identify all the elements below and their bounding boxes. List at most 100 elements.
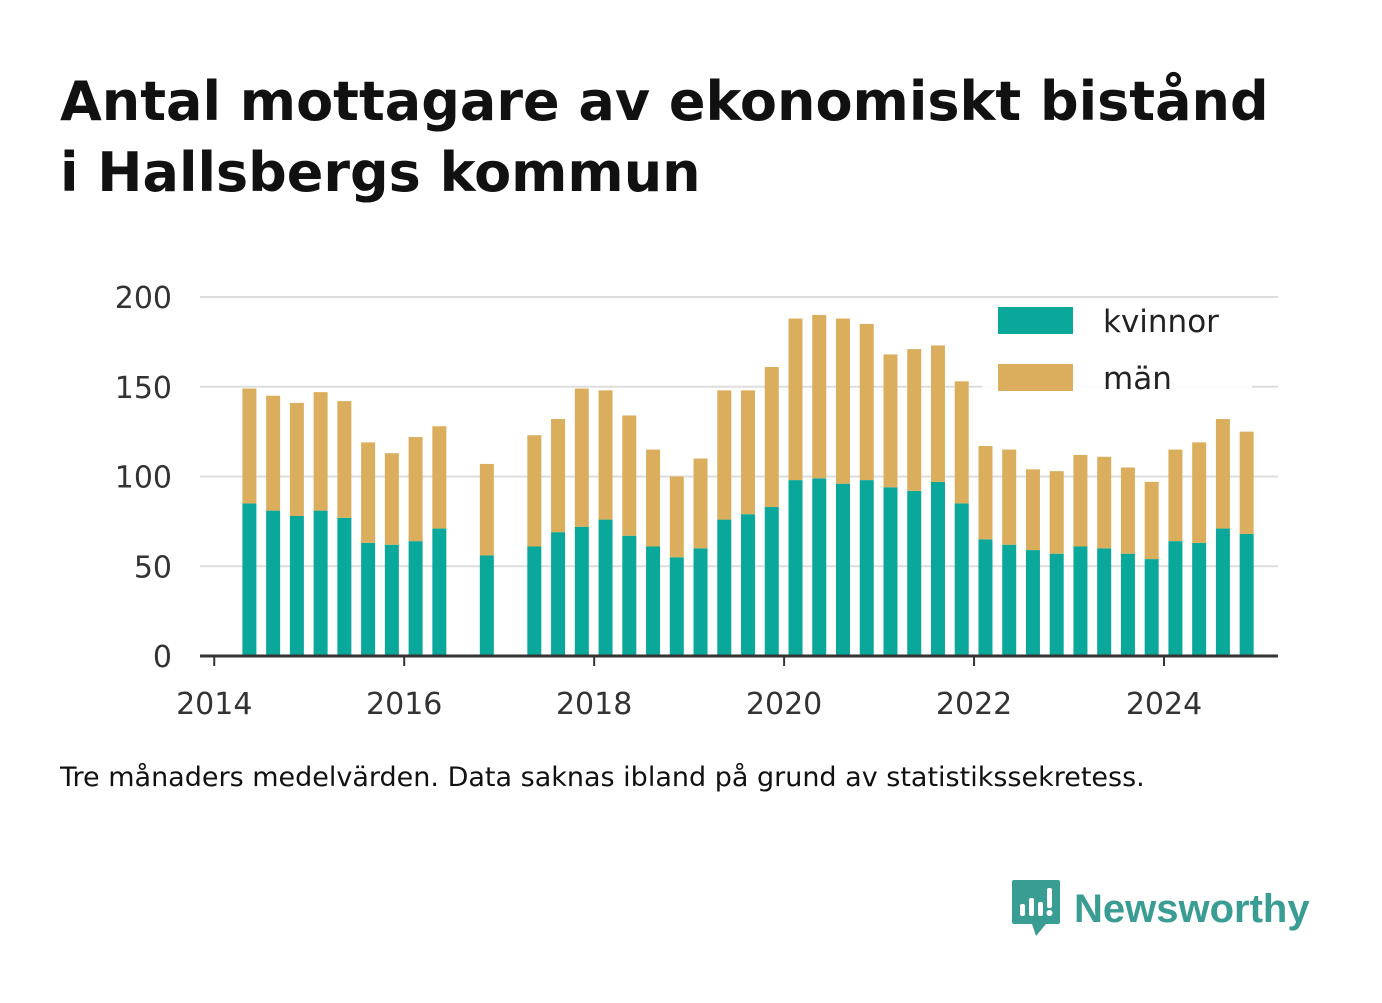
bar-man: [788, 318, 803, 481]
x-tick-label: 2014: [176, 687, 252, 722]
bar-man: [408, 437, 423, 542]
bar-man: [598, 390, 613, 520]
x-tick-label: 2024: [1126, 687, 1202, 722]
bar-kvinnor: [1097, 548, 1112, 656]
bar-kvinnor: [527, 546, 542, 656]
bar-man: [717, 390, 732, 520]
chart-note: Tre månaders medelvärden. Data saknas ib…: [60, 762, 1145, 793]
bar-man: [479, 463, 494, 556]
y-tick-label: 0: [153, 640, 172, 675]
bar-man: [1215, 419, 1230, 529]
bar-kvinnor: [242, 503, 257, 656]
bar-man: [289, 402, 304, 516]
bars: [242, 314, 1254, 656]
bar-kvinnor: [361, 542, 376, 656]
bar-man: [1120, 467, 1135, 554]
bar-man: [361, 442, 376, 543]
bar-kvinnor: [693, 548, 708, 656]
bar-kvinnor: [930, 481, 945, 656]
bar-man: [646, 449, 661, 547]
bar-kvinnor: [313, 510, 328, 656]
bar-man: [266, 395, 281, 511]
bar-kvinnor: [574, 526, 589, 656]
bar-man: [1002, 449, 1017, 545]
bar-man: [574, 388, 589, 527]
bar-kvinnor: [408, 541, 423, 656]
bar-man: [954, 381, 969, 504]
chart-title-line1: Antal mottagare av ekonomiskt bistånd: [60, 70, 1269, 133]
bar-kvinnor: [1025, 550, 1040, 656]
y-tick-label: 200: [115, 281, 172, 316]
bar-man: [432, 426, 447, 529]
bar-kvinnor: [266, 510, 281, 656]
bar-man: [551, 419, 566, 533]
bar-man: [1025, 469, 1040, 551]
bar-kvinnor: [622, 535, 637, 656]
bar-man: [1168, 449, 1183, 542]
legend-swatch-kvinnor: [998, 307, 1073, 334]
axes: 0 50 100 150 200 2014 2016 2018 2020 2022 2024: [115, 281, 1278, 722]
x-tick-label: 2018: [556, 687, 632, 722]
legend-swatch-man: [998, 364, 1073, 391]
bar-man: [859, 323, 874, 481]
bar-kvinnor: [764, 507, 779, 656]
bar-kvinnor: [907, 490, 922, 656]
bar-kvinnor: [1239, 533, 1254, 656]
bar-man: [693, 458, 708, 549]
bar-man: [1049, 471, 1064, 554]
brand-name: Newsworthy: [1074, 886, 1310, 931]
bar-kvinnor: [812, 478, 827, 656]
bar-man: [741, 390, 756, 515]
bar-kvinnor: [1168, 541, 1183, 656]
y-tick-label: 150: [115, 371, 172, 406]
bar-kvinnor: [1049, 553, 1064, 656]
bar-man: [242, 388, 257, 504]
bar-kvinnor: [432, 528, 447, 656]
x-tick-label: 2016: [366, 687, 442, 722]
bar-kvinnor: [646, 546, 661, 656]
bar-man: [313, 392, 328, 511]
y-tick-label: 50: [134, 550, 172, 585]
bar-kvinnor: [717, 519, 732, 656]
bar-kvinnor: [669, 557, 684, 656]
bar-kvinnor: [1120, 553, 1135, 656]
bar-man: [669, 476, 684, 558]
bar-kvinnor: [883, 487, 898, 656]
x-tick-label: 2022: [936, 687, 1012, 722]
bar-kvinnor: [1002, 544, 1017, 656]
bar-man: [384, 453, 399, 545]
bar-kvinnor: [1073, 546, 1088, 656]
bar-man: [1097, 456, 1112, 549]
bar-man: [337, 401, 352, 518]
legend-label-man: män: [1103, 361, 1172, 397]
bar-kvinnor: [788, 480, 803, 656]
bar-kvinnor: [337, 517, 352, 656]
bar-kvinnor: [289, 515, 304, 656]
bar-man: [1192, 442, 1207, 543]
bar-man: [978, 445, 993, 540]
bar-man: [907, 349, 922, 491]
bar-kvinnor: [978, 539, 993, 656]
bar-man: [1239, 431, 1254, 534]
legend-label-kvinnor: kvinnor: [1103, 304, 1219, 340]
bar-kvinnor: [859, 480, 874, 656]
bar-man: [1073, 454, 1088, 547]
bar-man: [883, 354, 898, 488]
chart-title: Antal mottagare av ekonomiskt bistånd i …: [60, 66, 1350, 208]
bar-kvinnor: [479, 555, 494, 656]
bar-man: [812, 314, 827, 479]
bar-man: [527, 435, 542, 547]
legend: kvinnor män: [982, 298, 1252, 402]
brand-logo[interactable]: Newsworthy: [1010, 878, 1310, 940]
bar-kvinnor: [598, 519, 613, 656]
bar-man: [764, 367, 779, 508]
chart-title-line2: i Hallsbergs kommun: [60, 141, 701, 204]
bar-man: [930, 345, 945, 482]
bar-man: [622, 415, 637, 536]
bar-kvinnor: [954, 503, 969, 656]
bar-kvinnor: [836, 483, 851, 656]
bar-man: [1144, 481, 1159, 560]
bar-kvinnor: [1144, 559, 1159, 656]
